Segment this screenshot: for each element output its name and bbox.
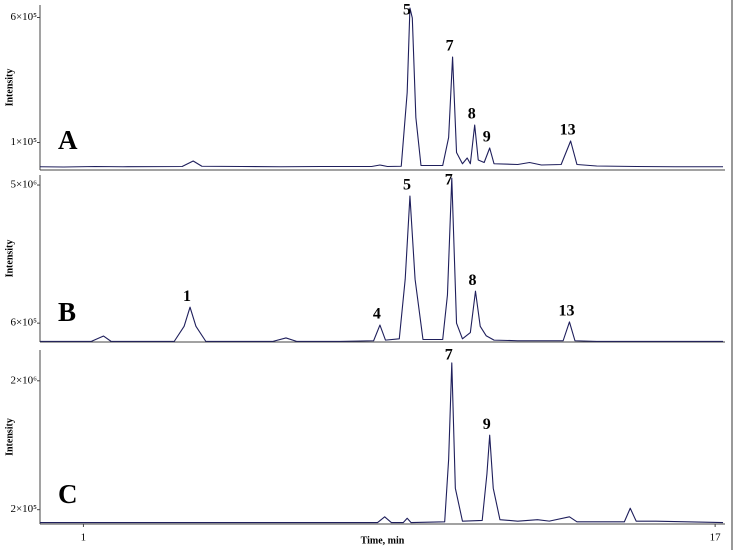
y-axis-label: Intensity [4,69,15,107]
y-tick-label: 6×10⁵ [10,11,37,23]
peak-label: 5 [403,177,411,194]
trace [40,362,724,524]
y-tick-label: 5×10⁶ [10,179,37,191]
y-tick-label: 1×10⁵ [10,136,37,148]
peak-label: 9 [483,416,491,433]
peak-label: 13 [560,122,576,139]
peak-label: 1 [183,288,191,305]
panel-label: C [58,479,78,509]
peak-label: 8 [468,272,476,289]
peak-label: 8 [468,106,476,123]
y-axis-label: Intensity [4,240,15,278]
peak-label: 7 [445,347,453,364]
x-tick-label: 17 [710,532,722,544]
peak-label: 13 [558,303,574,320]
y-axis-label: Intensity [4,418,15,456]
peak-label: 7 [446,38,454,55]
trace [39,7,724,168]
peak-label: 4 [373,306,381,323]
peak-label: 9 [483,129,491,146]
y-tick-label: 6×10⁵ [10,317,37,329]
x-axis-label: Time, min [361,535,405,546]
x-tick-label: 1 [81,532,87,544]
y-tick-label: 2×10⁶ [10,374,37,386]
peak-label: 7 [445,172,453,189]
panel-label: A [58,125,78,155]
peak-label: 5 [403,2,411,19]
trace [40,177,724,342]
y-tick-label: 2×10⁵ [10,503,37,515]
panel-label: B [58,297,76,327]
